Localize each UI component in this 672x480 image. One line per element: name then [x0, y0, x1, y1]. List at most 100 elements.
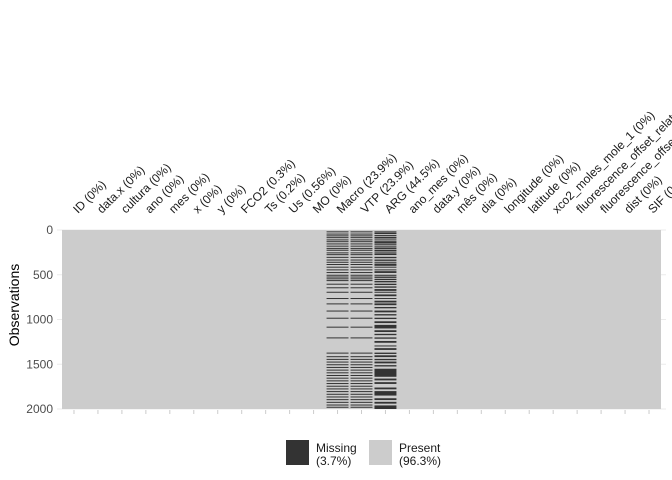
legend-percent-0: (3.7%) — [316, 454, 351, 468]
missing-mark-11-45 — [326, 388, 349, 390]
missing-mark-12-37 — [350, 366, 373, 368]
missing-mark-12-25 — [350, 291, 373, 293]
missing-mark-11-29 — [326, 317, 349, 319]
missing-mark-12-52 — [350, 406, 373, 408]
missing-mark-12-28 — [350, 310, 373, 312]
missing-mark-12-24 — [350, 287, 373, 289]
missing-mark-12-42 — [350, 380, 373, 382]
missing-mark-13-7 — [374, 245, 397, 247]
missing-mark-12-40 — [350, 374, 373, 376]
legend-swatch-1 — [369, 440, 392, 465]
missing-mark-12-19 — [350, 274, 373, 276]
missing-mark-11-25 — [326, 291, 349, 293]
missing-mark-11-7 — [326, 245, 349, 247]
missing-mark-11-46 — [326, 391, 349, 393]
missing-mark-13-53 — [374, 398, 397, 401]
missing-mark-13-33 — [374, 314, 397, 316]
legend-item-0: Missing(3.7%) — [286, 440, 357, 468]
missing-mark-12-38 — [350, 369, 373, 371]
missing-mark-11-4 — [326, 239, 349, 241]
missing-marks — [326, 231, 397, 409]
missing-mark-12-20 — [350, 276, 373, 278]
missing-mark-13-34 — [374, 317, 397, 320]
column-ticks — [73, 410, 650, 414]
missing-mark-12-36 — [350, 364, 373, 366]
missing-mark-11-13 — [326, 259, 349, 261]
missing-mark-11-2 — [326, 235, 349, 237]
missing-mark-12-11 — [350, 254, 373, 256]
y-tick-label-0: 0 — [46, 223, 53, 237]
missing-mark-13-54 — [374, 401, 397, 404]
missing-mark-13-6 — [374, 243, 397, 245]
missing-mark-13-23 — [374, 283, 397, 286]
missing-mark-11-19 — [326, 274, 349, 276]
missing-mark-11-6 — [326, 243, 349, 245]
missing-mark-11-33 — [326, 356, 349, 358]
missing-mark-12-34 — [350, 358, 373, 360]
missing-mark-11-20 — [326, 276, 349, 278]
missing-mark-11-47 — [326, 393, 349, 395]
missing-mark-12-16 — [350, 266, 373, 268]
missing-mark-12-26 — [350, 298, 373, 300]
missing-mark-13-21 — [374, 278, 397, 281]
missing-mark-13-51 — [374, 387, 397, 390]
missing-mark-12-51 — [350, 404, 373, 406]
missing-mark-13-3 — [374, 236, 397, 239]
missing-mark-11-21 — [326, 278, 349, 280]
legend-item-1: Present(96.3%) — [369, 440, 441, 468]
missing-mark-12-2 — [350, 235, 373, 237]
missing-mark-12-5 — [350, 241, 373, 243]
missing-mark-11-41 — [326, 377, 349, 379]
missing-mark-13-20 — [374, 276, 397, 278]
missing-mark-12-46 — [350, 391, 373, 393]
missing-mark-11-12 — [326, 256, 349, 258]
missing-mark-13-16 — [374, 266, 397, 268]
missing-mark-12-35 — [350, 361, 373, 363]
missing-mark-11-44 — [326, 385, 349, 387]
missing-mark-13-5 — [374, 241, 397, 243]
missing-mark-11-16 — [326, 266, 349, 268]
missing-mark-13-19 — [374, 274, 397, 276]
missing-mark-11-11 — [326, 254, 349, 256]
missing-mark-13-45 — [374, 358, 397, 361]
missing-mark-12-10 — [350, 252, 373, 254]
missing-mark-13-14 — [374, 261, 397, 263]
missing-mark-12-18 — [350, 272, 373, 274]
missing-mark-11-15 — [326, 264, 349, 266]
missing-mark-11-27 — [326, 303, 349, 305]
missing-mark-12-47 — [350, 393, 373, 395]
y-tick-label-2: 1000 — [26, 313, 53, 327]
missing-mark-13-4 — [374, 239, 397, 241]
missing-mark-13-24 — [374, 286, 397, 288]
missing-mark-13-35 — [374, 321, 397, 324]
missing-mark-11-8 — [326, 247, 349, 249]
missing-mark-12-17 — [350, 269, 373, 271]
missing-mark-11-10 — [326, 252, 349, 254]
missing-mark-13-25 — [374, 289, 397, 291]
legend-percent-1: (96.3%) — [399, 454, 441, 468]
legend-swatch-0 — [286, 440, 309, 465]
missing-mark-13-49 — [374, 378, 397, 381]
missing-mark-12-48 — [350, 396, 373, 398]
missing-mark-11-3 — [326, 237, 349, 239]
missing-mark-13-17 — [374, 269, 397, 271]
missing-mark-11-22 — [326, 280, 349, 282]
missing-mark-11-24 — [326, 287, 349, 289]
missing-mark-13-43 — [374, 352, 397, 354]
missing-mark-11-38 — [326, 369, 349, 371]
missing-mark-12-27 — [350, 303, 373, 305]
missing-mark-13-40 — [374, 340, 397, 343]
missing-mark-12-4 — [350, 239, 373, 241]
missing-mark-13-41 — [374, 345, 397, 347]
missing-mark-13-48 — [374, 368, 397, 377]
missing-mark-13-10 — [374, 252, 397, 254]
missing-mark-11-31 — [326, 337, 349, 339]
missing-mark-12-3 — [350, 237, 373, 239]
missing-mark-11-50 — [326, 401, 349, 403]
missing-mark-11-0 — [326, 231, 349, 233]
y-tick-label-1: 500 — [33, 268, 53, 282]
missing-mark-12-33 — [350, 356, 373, 358]
missing-mark-11-32 — [326, 352, 349, 354]
missing-mark-13-12 — [374, 256, 397, 259]
